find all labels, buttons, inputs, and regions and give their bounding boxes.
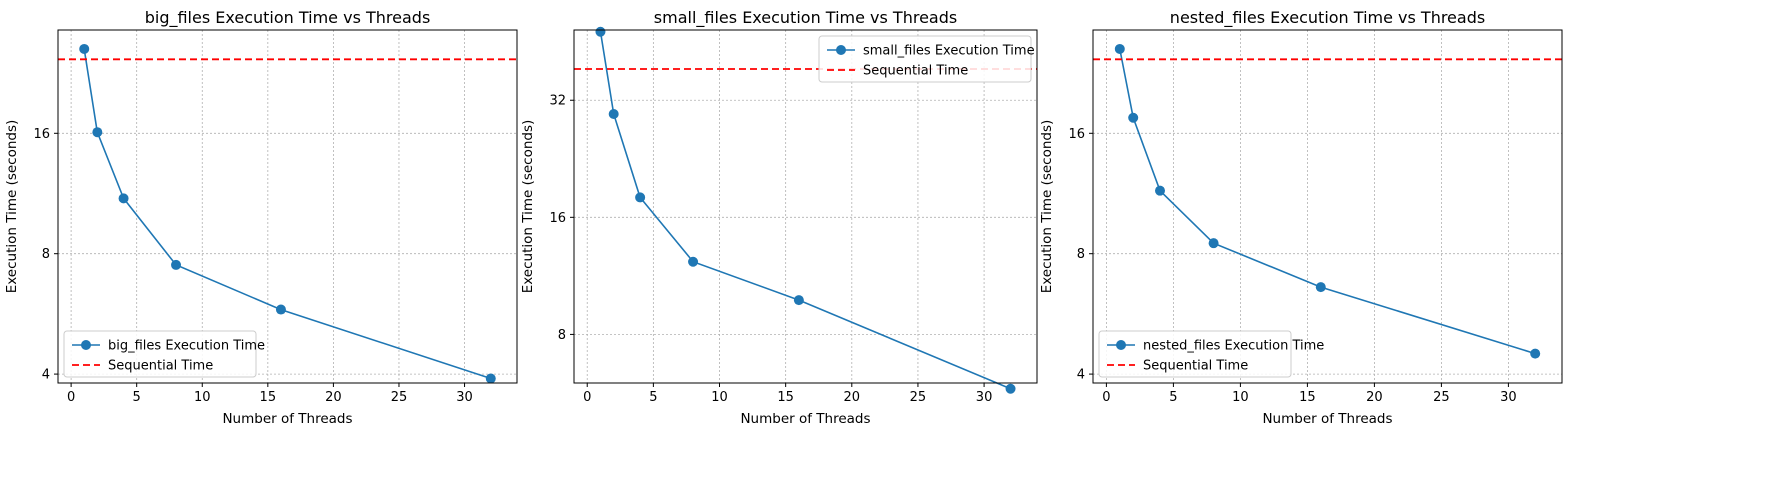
axes-frame (573, 29, 1038, 384)
chart-title: big_files Execution Time vs Threads (145, 8, 431, 28)
data-point (1005, 383, 1016, 394)
y-axis-label: Execution Time (seconds) (1039, 120, 1055, 294)
data-point (79, 43, 90, 54)
y-axis-label: Execution Time (seconds) (4, 120, 20, 294)
legend-label: nested_files Execution Time (1143, 339, 1324, 354)
y-tick-label: 8 (1077, 247, 1085, 262)
chart-panel-3: 0 5 10 15 20 25 30 4 8 16 nested_files Execution T… (1039, 8, 1563, 427)
x-tick-label: 0 (1102, 390, 1110, 405)
legend-label: small_files Execution Time (863, 44, 1035, 59)
chart-title: nested_files Execution Time vs Threads (1170, 8, 1485, 28)
x-tick-label: 25 (910, 390, 927, 405)
legend: small_files Execution Time Sequential Tim… (818, 35, 1035, 83)
x-tick-label: 5 (133, 390, 141, 405)
data-point (485, 373, 496, 384)
plot-area (1093, 30, 1562, 383)
x-tick-label: 10 (711, 390, 728, 405)
chart-title: small_files Execution Time vs Threads (654, 8, 957, 28)
data-point (635, 192, 646, 203)
plot-area (574, 30, 1037, 383)
x-tick-label: 20 (844, 390, 861, 405)
series-line (83, 48, 492, 380)
x-tick-label: 30 (456, 390, 473, 405)
series-line (1119, 48, 1536, 355)
legend-box (818, 35, 1032, 83)
x-tick-label: 25 (1433, 390, 1450, 405)
x-tick-label: 5 (1169, 390, 1177, 405)
data-point (595, 26, 606, 37)
data-point (688, 256, 699, 267)
y-tick-label: 8 (42, 247, 50, 262)
series-line (599, 31, 1011, 390)
y-tick-label: 16 (549, 211, 566, 226)
data-point (1155, 185, 1165, 196)
x-axis-label: Number of Threads (1262, 411, 1392, 427)
chart-panel-1: 0 5 10 15 20 25 30 4 8 16 big_files Execution Time… (4, 8, 518, 427)
data-point (1114, 43, 1125, 54)
legend-box (1098, 330, 1292, 378)
y-axis-label: Execution Time (seconds) (520, 120, 536, 294)
data-point (118, 193, 129, 204)
x-tick-label: 10 (1232, 390, 1249, 405)
x-tick-label: 15 (260, 390, 277, 405)
legend-label: Sequential Time (108, 359, 213, 374)
y-tick-label: 16 (33, 127, 50, 142)
chart-panel-2: 0 5 10 15 20 25 30 8 16 32 small_files Execution T… (520, 8, 1038, 427)
x-tick-label: 15 (1299, 390, 1316, 405)
data-point (171, 259, 182, 270)
legend-swatch-marker (81, 340, 91, 350)
y-tick-label: 8 (558, 328, 566, 343)
legend-box (63, 330, 257, 378)
x-tick-label: 15 (777, 390, 794, 405)
legend-swatch-marker (1116, 340, 1126, 350)
x-tick-label: 20 (325, 390, 342, 405)
legend-swatch-marker (836, 45, 846, 55)
x-axis-label: Number of Threads (740, 411, 870, 427)
x-tick-label: 0 (67, 390, 75, 405)
legend: big_files Execution Time Sequential Time (63, 330, 265, 378)
x-tick-label: 25 (391, 390, 408, 405)
y-tick-label: 16 (1068, 127, 1085, 142)
plot-area (58, 30, 517, 383)
y-tick-label: 4 (1077, 368, 1085, 383)
axes-frame (57, 29, 518, 384)
data-point (793, 295, 804, 306)
axes-frame (1092, 29, 1563, 384)
data-point (92, 127, 103, 138)
legend: nested_files Execution Time Sequential Ti… (1098, 330, 1324, 378)
x-tick-label: 10 (194, 390, 211, 405)
data-point (1315, 282, 1326, 293)
x-axis-label: Number of Threads (222, 411, 352, 427)
legend-label: Sequential Time (1143, 359, 1248, 374)
data-point (1208, 238, 1219, 249)
legend-label: Sequential Time (863, 64, 968, 79)
x-tick-label: 30 (1500, 390, 1517, 405)
data-point (1128, 112, 1139, 123)
x-tick-label: 0 (583, 390, 591, 405)
x-tick-label: 20 (1366, 390, 1383, 405)
y-tick-label: 32 (549, 94, 566, 109)
x-tick-label: 5 (649, 390, 657, 405)
data-point (1530, 348, 1541, 359)
x-tick-label: 30 (976, 390, 993, 405)
legend-label: big_files Execution Time (108, 339, 265, 354)
data-point (608, 108, 619, 119)
y-tick-label: 4 (42, 368, 50, 383)
data-point (275, 304, 286, 315)
